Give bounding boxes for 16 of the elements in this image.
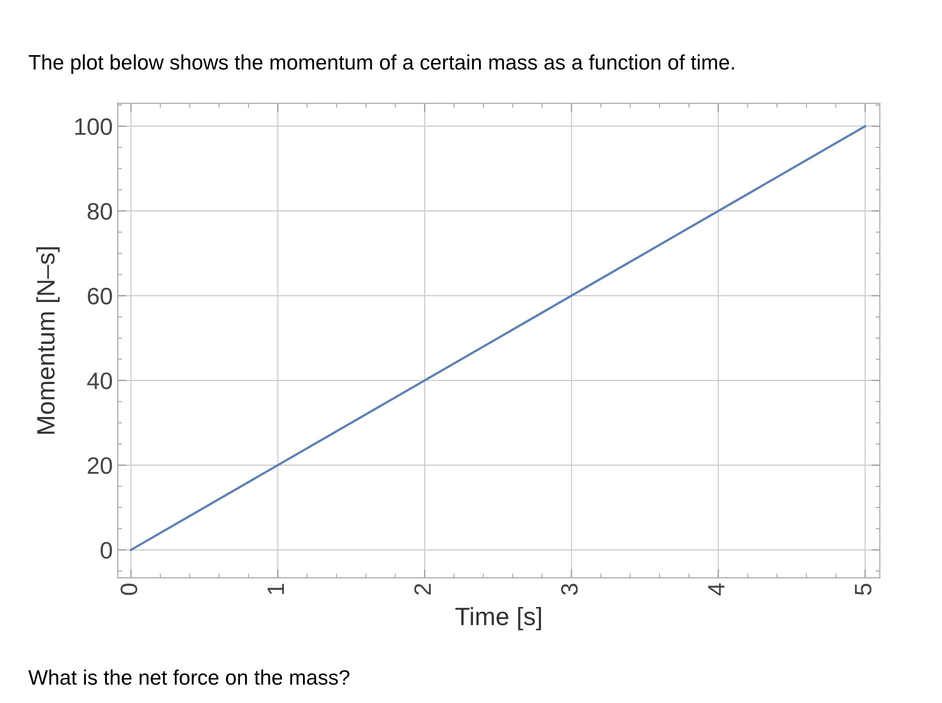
text: What is the net force on the mass? xyxy=(28,670,350,685)
y-tick-label: 80 xyxy=(88,203,112,220)
y-tick-label: 20 xyxy=(88,457,112,474)
x-tick-label: 1 xyxy=(268,584,284,594)
y-tick-label: 60 xyxy=(88,288,112,304)
y-tick-label: 100 xyxy=(75,118,112,136)
x-axis-title: Time [s] xyxy=(455,606,541,630)
x-tick-label: 4 xyxy=(708,583,724,596)
y-tick-label: 0 xyxy=(100,542,112,559)
x-tick-label: 5 xyxy=(855,584,872,595)
y-axis-title: Momentum [N–s] xyxy=(36,247,60,434)
x-tick-label: 2 xyxy=(414,584,431,595)
y-tick-label: 40 xyxy=(87,372,112,390)
x-tick-label: 0 xyxy=(120,584,138,595)
chart-title: The plot below shows the momentum of a certain mass as a function of time. xyxy=(28,54,734,74)
x-tick-label: 3 xyxy=(561,584,578,595)
